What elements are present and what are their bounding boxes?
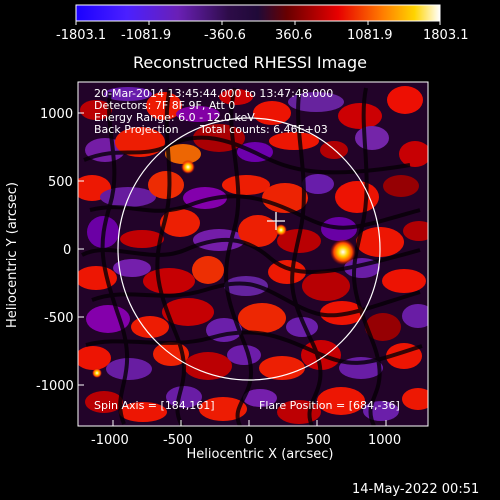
x-tick-label: -500 [163,433,193,448]
x-tick-label: 1000 [368,433,401,448]
render-timestamp: 14-May-2022 00:51 [352,482,479,497]
flare-source [330,239,356,265]
colorbar [76,5,440,21]
total-counts: Total counts: 6.46E+03 [199,123,328,136]
reconstruction-method: Back Projection [94,123,179,136]
x-tick-label: -1000 [91,433,129,448]
solar-limb [117,117,381,381]
colorbar-tick-label: -360.6 [204,28,246,43]
plot-frame [77,81,429,427]
observation-time: 20-Mar-2014 13:45:44.000 to 13:47:48.000 [94,87,333,100]
x-axis-label: Heliocentric X (arcsec) [187,447,334,462]
detectors-info: Detectors: 7F 8F 9F, Att 0 [94,99,235,112]
colorbar-frame [75,4,441,22]
y-tick-label: 500 [48,175,73,190]
y-tick-label: -500 [44,311,74,326]
colorbar-tick-label: -1081.9 [121,28,171,43]
colorbar-tick-label: 1803.1 [423,28,469,43]
x-tick-label: 500 [306,433,331,448]
colorbar-tick-label: 1081.9 [347,28,393,43]
y-tick-label: -1000 [36,379,74,394]
energy-range: Energy Range: 6.0 - 12.0 keV [94,111,255,124]
spin-axis-label: Spin Axis = [184,161] [94,399,215,412]
y-tick-label: 1000 [40,107,73,122]
y-axis-label: Heliocentric Y (arcsec) [5,182,20,328]
secondary-source [92,368,102,378]
plot-title: Reconstructed RHESSI Image [133,53,367,72]
x-tick-label: 0 [245,433,253,448]
secondary-source [181,160,195,174]
colorbar-tick-label: 360.6 [275,28,312,43]
flare-position-label: Flare Position = [684,-36] [259,399,400,412]
colorbar-tick-label: -1803.1 [56,28,106,43]
rhessi-image [78,82,428,426]
secondary-source [275,224,287,236]
y-tick-label: 0 [63,243,71,258]
